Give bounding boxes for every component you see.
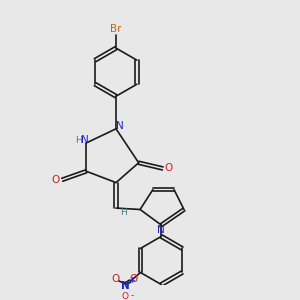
Text: +: + <box>129 277 135 286</box>
Text: N: N <box>158 225 165 235</box>
Text: Br: Br <box>110 24 122 34</box>
Text: O: O <box>130 274 138 284</box>
Text: O: O <box>52 175 60 185</box>
Text: -: - <box>130 291 134 300</box>
Text: O: O <box>111 274 119 284</box>
Text: N: N <box>116 121 124 131</box>
Text: N: N <box>121 281 130 291</box>
Text: H: H <box>75 136 82 145</box>
Text: O: O <box>165 164 173 173</box>
Text: O: O <box>122 292 129 300</box>
Text: N: N <box>81 135 89 145</box>
Text: H: H <box>121 208 127 217</box>
